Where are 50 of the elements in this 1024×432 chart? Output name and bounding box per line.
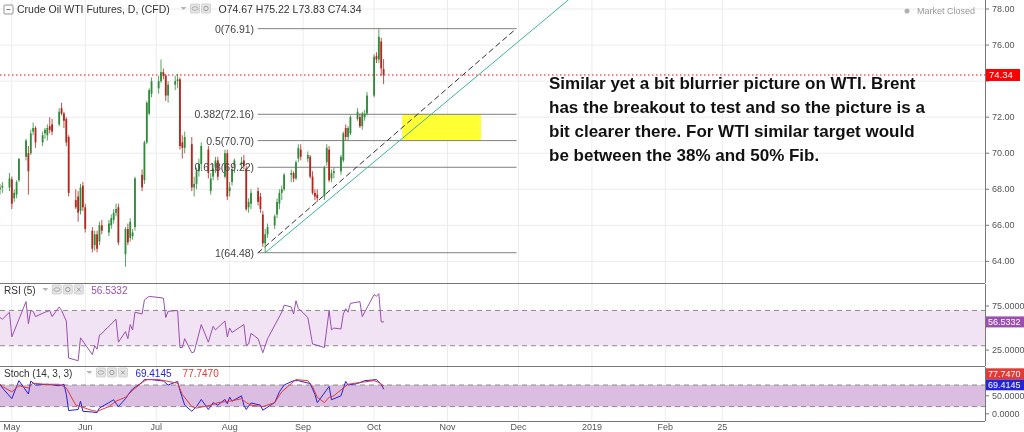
candlestick [167,80,170,104]
x-tick-label: Jun [77,422,93,432]
y-tick-label: 70.00 [992,148,1015,159]
candlestick [93,230,96,251]
x-tick-label: 25 [717,422,728,432]
chart-title: Stoch (14, 3, 3) [4,368,73,379]
ref-line-label: 74.34 [989,69,1013,81]
annotation: 0(76.91) [214,22,255,35]
x-tick-label: Dec [510,422,528,432]
y-tick-label: 72.00 [992,112,1015,123]
candlestick [250,188,252,210]
annotation: 56.5332 [91,285,128,296]
y-tick-label: 64.00 [992,256,1015,267]
text: 69.4145 [988,380,1021,391]
candlestick [108,219,110,237]
candlestick [325,143,328,167]
annotation: 69.4145 [135,368,172,379]
annotation: 0.5(70.70) [206,134,255,147]
x-tick-label: 2019 [581,422,602,432]
candlestick [25,138,27,161]
y-tick-label: 50.0000 [992,390,1024,401]
chart-title: Crude Oil WTI Futures, D, (CFD) [17,3,170,15]
annotation: Market Closed [916,6,975,16]
annotation: 1(64.48) [214,246,255,259]
annotation: 0.382(72.16) [194,108,255,121]
y-tick-label: 66.00 [992,220,1015,231]
annotation: 77.7470 [182,368,220,379]
annotation: Similar yet a bit blurrier picture on WTI. Brent has the breakout to test and so the picture is a bit clearer there. For WTI similar target would be between the 38% and 50% Fib. [549,74,926,165]
x-tick-label: Oct [367,422,382,432]
candlestick [141,169,143,192]
x-tick-label: Nov [439,422,457,432]
x-tick-label: Sep [295,422,312,432]
y-tick-label: 25.0000 [992,345,1024,356]
y-tick-label: 76.00 [992,40,1015,51]
x-tick-label: Aug [221,422,238,432]
candlestick [126,223,129,246]
y-tick-label: 75.0000 [992,301,1024,312]
y-tick-label: 68.00 [992,184,1015,195]
text: 77.7470 [988,369,1021,380]
x-tick-label: Jul [150,422,163,432]
y-tick-label: 0.0000 [992,408,1020,419]
candlestick [91,226,94,253]
x-tick-label: May [3,422,21,432]
chart-title: RSI (5) [4,285,36,296]
chart-subtitle: O74.67 H75.22 L73.83 C74.34 [218,3,362,15]
text: 56.5332 [988,317,1021,328]
candlestick [51,118,53,136]
candlestick [316,188,319,203]
y-tick-label: 78.00 [992,4,1015,15]
x-tick-label: Feb [657,422,674,432]
